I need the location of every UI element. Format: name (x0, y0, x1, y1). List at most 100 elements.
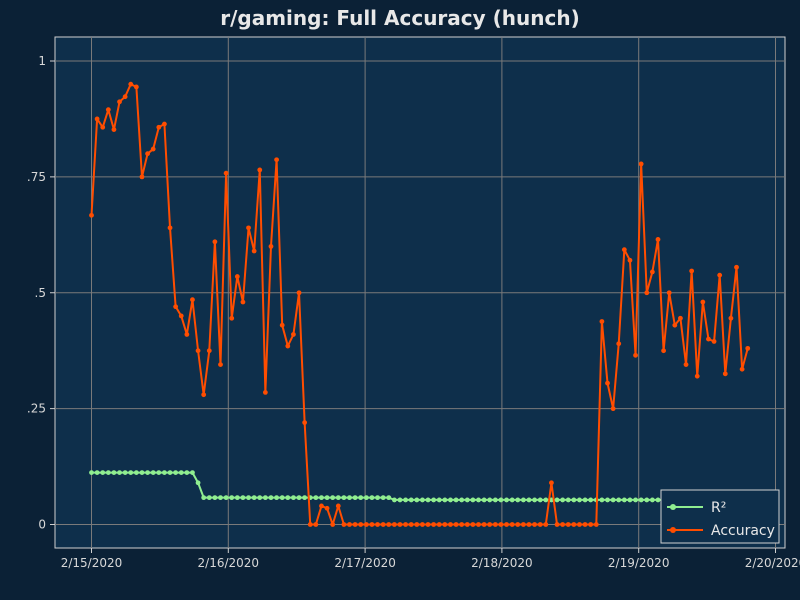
data-point (431, 522, 437, 527)
data-point (504, 522, 509, 527)
data-point (150, 146, 156, 152)
x-tick-label: 2/17/2020 (334, 556, 396, 570)
legend-swatch-marker (670, 504, 676, 510)
data-point (560, 522, 566, 527)
data-point (128, 470, 134, 475)
data-point (717, 272, 723, 278)
y-tick-label: .25 (27, 402, 46, 416)
data-point (274, 157, 279, 163)
data-point (162, 470, 167, 475)
data-point (543, 497, 549, 503)
data-point (296, 290, 302, 296)
data-point (436, 522, 442, 527)
data-point (285, 495, 291, 501)
data-point (644, 497, 650, 503)
data-point (487, 522, 493, 527)
data-point (509, 522, 515, 527)
data-point (397, 497, 403, 503)
data-point (627, 497, 633, 503)
y-tick-label: 0 (38, 518, 46, 532)
chart-title: r/gaming: Full Accuracy (hunch) (220, 6, 580, 30)
data-point (487, 497, 493, 503)
data-point (347, 522, 352, 527)
data-point (262, 390, 268, 395)
data-point (588, 497, 594, 503)
data-point (464, 497, 470, 503)
data-point (324, 505, 330, 511)
data-point (246, 225, 251, 231)
data-point (403, 497, 408, 503)
data-point (448, 522, 453, 527)
data-point (520, 497, 526, 503)
data-point (436, 497, 442, 503)
x-tick-label: 2/16/2020 (198, 556, 260, 570)
data-point (554, 522, 560, 527)
data-point (638, 497, 644, 503)
data-point (156, 124, 162, 130)
data-point (661, 348, 666, 354)
data-point (251, 495, 257, 501)
data-point (470, 522, 476, 527)
data-point (492, 497, 498, 503)
data-point (582, 497, 588, 503)
data-point (375, 522, 380, 527)
data-point (649, 497, 655, 503)
data-point (268, 495, 274, 501)
data-point (739, 366, 745, 372)
data-point (655, 497, 661, 503)
data-point (302, 495, 308, 501)
data-point (145, 470, 150, 475)
data-point (190, 470, 195, 475)
data-point (173, 304, 179, 310)
data-point (330, 522, 336, 527)
data-point (403, 522, 408, 527)
data-point (307, 522, 313, 527)
data-point (313, 495, 319, 501)
data-point (274, 495, 279, 501)
data-point (218, 362, 223, 367)
y-tick-label: 1 (38, 54, 46, 68)
data-point (420, 497, 425, 503)
data-point (89, 212, 94, 218)
data-point (133, 84, 139, 90)
data-point (509, 497, 515, 503)
data-point (711, 339, 717, 344)
data-point (689, 268, 695, 274)
data-point (627, 257, 633, 263)
data-point (279, 495, 285, 501)
data-point (425, 522, 431, 527)
data-point (139, 174, 145, 180)
data-point (453, 497, 459, 503)
data-point (218, 495, 223, 501)
data-point (588, 522, 594, 527)
data-point (464, 522, 470, 527)
legend-box (660, 489, 780, 544)
data-point (605, 380, 610, 386)
data-point (610, 406, 616, 412)
data-point (369, 522, 375, 527)
data-point (745, 345, 751, 351)
data-point (414, 522, 420, 527)
data-point (425, 497, 431, 503)
data-point (206, 495, 212, 501)
data-point (380, 495, 386, 501)
data-point (616, 497, 622, 503)
data-point (448, 497, 453, 503)
data-point (649, 269, 655, 275)
data-point (363, 522, 369, 527)
data-point (621, 247, 627, 253)
data-point (571, 522, 577, 527)
data-point (520, 522, 526, 527)
data-point (565, 497, 571, 503)
data-point (683, 362, 689, 367)
data-point (728, 315, 734, 321)
data-point (543, 522, 549, 527)
series-line (91, 471, 748, 501)
data-point (633, 352, 638, 358)
data-point (537, 497, 543, 503)
data-point (633, 497, 638, 503)
data-point (341, 522, 347, 527)
data-point (195, 480, 201, 486)
data-point (117, 99, 122, 105)
